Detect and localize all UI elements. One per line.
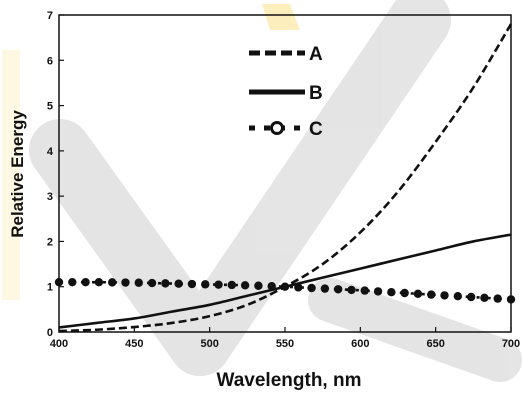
series-C-marker (307, 283, 316, 293)
series-C-line (58, 280, 512, 301)
series-C-marker (373, 287, 383, 296)
series-C-marker (187, 279, 197, 289)
legend: ABC (249, 44, 323, 140)
series-C-marker (280, 282, 290, 291)
x-tick-label: 550 (276, 338, 294, 350)
series-C-marker (400, 288, 409, 298)
x-tick-label: 400 (50, 338, 68, 350)
y-axis-title: Relative Energy (8, 110, 27, 238)
legend-C-marker (270, 121, 284, 135)
series-C-marker (453, 291, 463, 301)
watermark-accent-top (262, 4, 300, 30)
series-C-marker (493, 294, 502, 303)
y-tick-label: 3 (47, 191, 53, 203)
series-C-marker (201, 280, 210, 289)
y-axis-ticks: 0 1 2 3 4 5 6 7 (47, 10, 64, 339)
series-C-marker (174, 279, 183, 288)
series-C-marker (161, 279, 170, 288)
series-C-marker (68, 277, 77, 287)
series-C-marker (480, 293, 489, 302)
series-C-marker (214, 280, 223, 289)
x-tick-label: 450 (125, 338, 143, 350)
series-C-marker (81, 277, 90, 287)
series-C-marker (387, 288, 396, 297)
watermark-stroke-left (29, 119, 231, 376)
series-C-marker (94, 278, 104, 287)
watermark-stroke-bottom (308, 278, 522, 382)
series-C-marker (440, 291, 449, 300)
y-tick-label: 6 (47, 55, 53, 67)
legend-C-label: C (309, 119, 323, 140)
watermark-stroke-right (169, 0, 451, 376)
series-C-marker (240, 281, 250, 290)
series-C-marker (360, 286, 369, 295)
x-tick-label: 700 (502, 338, 520, 350)
series-C-marker (254, 281, 263, 290)
series-C-marker (294, 283, 303, 292)
y-tick-label: 2 (47, 236, 53, 248)
series-C-marker (134, 278, 143, 287)
x-tick-label: 600 (351, 338, 369, 350)
y-tick-label: 1 (47, 282, 53, 294)
series-C-marker (427, 290, 436, 299)
legend-B-label: B (309, 83, 323, 104)
series-C-marker (107, 278, 117, 287)
y-tick-label: 5 (47, 101, 53, 113)
series-C-marker (347, 285, 356, 295)
series-C-marker (466, 292, 476, 302)
series-C-marker (227, 280, 237, 290)
y-tick-label: 0 (47, 327, 53, 339)
series-C-marker (333, 285, 343, 294)
watermark-accent-left (2, 50, 20, 300)
series-C-marker (413, 289, 423, 299)
y-tick-label: 4 (47, 146, 54, 158)
x-axis-ticks: 400 450 500 550 600 650 700 (50, 327, 520, 350)
watermark (2, 0, 522, 382)
x-tick-label: 500 (200, 338, 218, 350)
y-tick-label: 7 (47, 10, 53, 22)
series-C-marker (121, 278, 130, 287)
series-C-marker (267, 282, 276, 291)
x-axis-title: Wavelength, nm (217, 370, 362, 391)
x-tick-label: 650 (426, 338, 444, 350)
series-C-marker (147, 278, 157, 288)
legend-A-label: A (309, 44, 323, 65)
series-C-marker (320, 284, 330, 293)
